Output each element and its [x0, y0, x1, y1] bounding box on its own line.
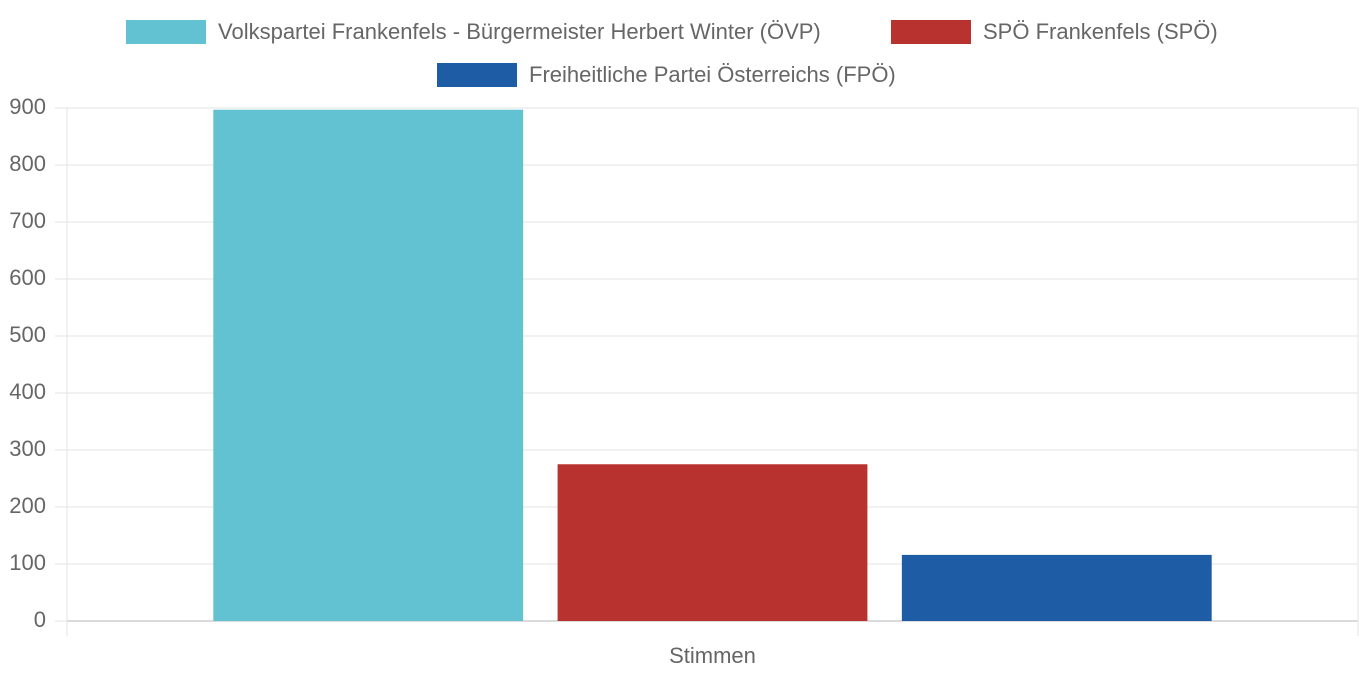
legend-swatch: [126, 20, 206, 44]
y-tick-label: 0: [34, 607, 46, 632]
legend-label: Volkspartei Frankenfels - Bürgermeister …: [218, 19, 821, 44]
y-tick-label: 900: [9, 94, 46, 119]
y-tick-label: 100: [9, 550, 46, 575]
x-tick-label: Stimmen: [669, 643, 756, 668]
legend-swatch: [891, 20, 971, 44]
bar: [557, 464, 868, 621]
bar: [213, 109, 524, 622]
y-tick-label: 600: [9, 265, 46, 290]
y-tick-label: 300: [9, 436, 46, 461]
legend-swatch: [437, 63, 517, 87]
y-tick-label: 800: [9, 151, 46, 176]
y-tick-label: 500: [9, 322, 46, 347]
legend-label: SPÖ Frankenfels (SPÖ): [983, 19, 1218, 44]
legend-label: Freiheitliche Partei Österreichs (FPÖ): [529, 62, 896, 87]
y-tick-label: 200: [9, 493, 46, 518]
y-tick-label: 400: [9, 379, 46, 404]
y-tick-label: 700: [9, 208, 46, 233]
bar: [901, 554, 1212, 621]
